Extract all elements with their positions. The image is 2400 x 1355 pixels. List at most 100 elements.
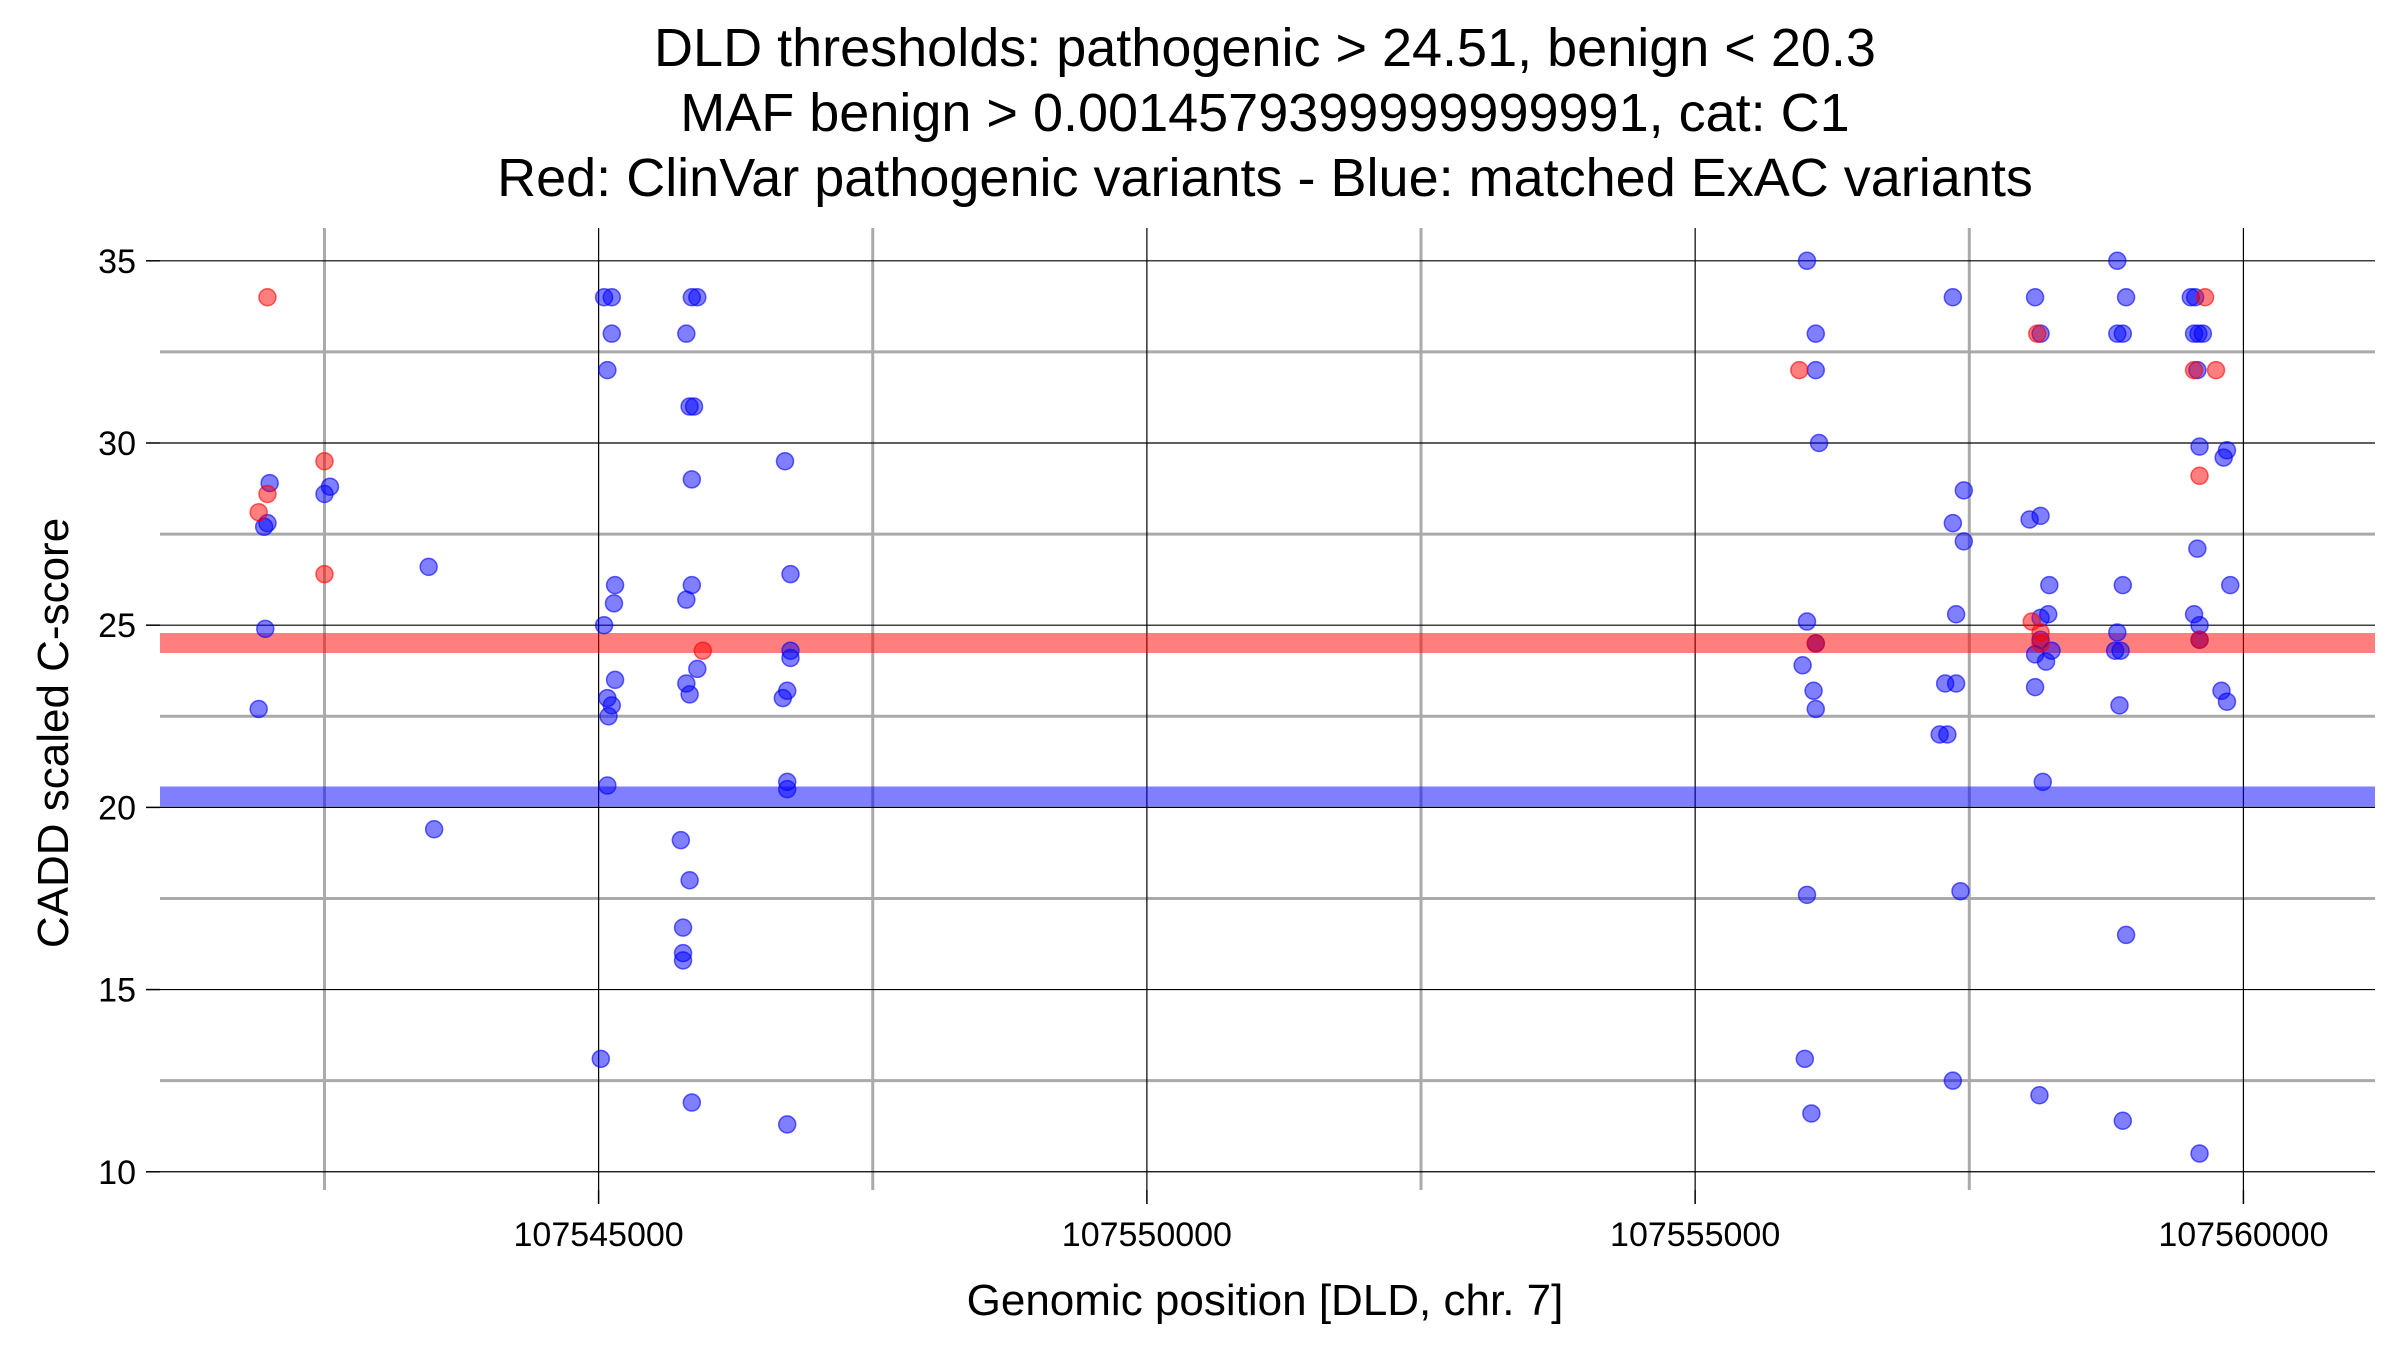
exac-point [2108,251,2127,271]
exac-point [1797,251,1817,271]
exac-point [256,619,275,639]
exac-point [673,918,693,937]
clinvar-point [1806,634,1826,653]
exac-point [677,590,696,609]
exac-point [1943,287,1963,307]
clinvar-point [2184,360,2204,380]
exac-point [2221,575,2240,595]
exac-point [320,477,340,496]
exac-point [1804,681,1823,701]
exac-point [1797,885,1817,905]
exac-point [1943,513,1963,533]
tick-labels: 107545000 107550000 107555000 107560000 10 15… [98,243,2328,1254]
exac-point [2214,448,2233,467]
chart-title: DLD thresholds: pathogenic > 24.51, beni… [497,18,2033,208]
y-axis-label: CADD scaled C-score [29,518,78,948]
data-points [249,251,2240,1163]
x-tick-label: 107560000 [2158,1216,2328,1254]
exac-point [682,1093,702,1112]
exac-point [1806,324,1826,343]
clinvar-point [2206,360,2226,380]
clinvar-point [2190,466,2209,486]
clinvar-point [2190,630,2209,650]
exac-point [677,324,696,343]
clinvar-point [693,641,713,660]
exac-point [604,594,624,613]
threshold-lines [160,633,2375,807]
clinvar-point [315,451,334,471]
exac-point [605,670,625,690]
exac-point [777,1115,797,1134]
exac-point [602,287,622,307]
exac-point [1943,1071,1963,1090]
exac-point [2188,539,2207,558]
y-tick-label: 25 [98,607,136,645]
clinvar-point [1790,360,1809,380]
exac-point [2108,623,2127,642]
exac-point [688,287,707,307]
y-tick-label: 35 [98,243,136,281]
exac-point [671,830,691,850]
clinvar-point [249,502,268,522]
exac-point [598,776,617,795]
exac-point [2190,1144,2209,1163]
y-tick-label: 20 [98,789,136,827]
chart-title-line-3: Red: ClinVar pathogenic variants - Blue:… [497,148,2033,208]
exac-point [781,564,800,584]
exac-point [1809,433,1829,453]
exac-point [2030,1086,2049,1105]
exac-point [2110,696,2129,715]
exac-point [2031,506,2050,526]
exac-point [1946,605,1966,624]
exac-point [2111,641,2130,660]
exac-point [1806,360,1826,380]
minor-gridlines [160,228,2375,1190]
exac-point [1954,532,1974,551]
exac-point [419,557,438,577]
exac-point [2217,692,2237,711]
clinvar-point [258,287,277,307]
x-axis-label: Genomic position [DLD, chr. 7] [967,1276,1564,1325]
exac-point [2113,1111,2133,1131]
exac-point [1793,656,1812,675]
exac-point [2025,677,2045,697]
exac-point [424,820,444,839]
exac-point [1795,1049,1815,1069]
exac-point [1797,612,1817,631]
clinvar-point [2028,324,2047,343]
exac-point [2190,437,2209,456]
exac-point [605,575,625,595]
exac-point [680,685,699,704]
exac-point [602,324,622,343]
exac-point [781,648,800,668]
exac-point [1806,699,1826,719]
exac-point [773,688,793,708]
exac-point [2193,324,2213,343]
exac-point [2040,575,2059,595]
major-gridlines [160,228,2375,1190]
clinvar-point [2195,287,2215,307]
exac-point [688,659,707,679]
y-tick-label: 15 [98,972,136,1010]
exac-point [2113,324,2133,343]
exac-point [1954,481,1974,500]
y-tick-label: 30 [98,425,136,463]
exac-point [2113,575,2133,595]
exac-point [2116,287,2136,307]
exac-point [673,951,693,970]
exac-point [598,360,617,380]
exac-point [682,470,702,489]
x-tick-label: 107550000 [1062,1216,1232,1254]
axis-ticks [146,260,2245,1204]
chart-title-line-2: MAF benign > 0.0014579399999999991, cat:… [680,83,1849,143]
exac-point [1938,725,1957,744]
x-tick-label: 107555000 [1610,1216,1780,1254]
clinvar-point [258,484,277,504]
exac-point [2033,772,2052,792]
exac-point [1802,1104,1821,1123]
x-tick-label: 107545000 [514,1216,684,1254]
exac-point [1951,881,1970,901]
exac-point [777,779,797,799]
exac-point [684,397,704,416]
